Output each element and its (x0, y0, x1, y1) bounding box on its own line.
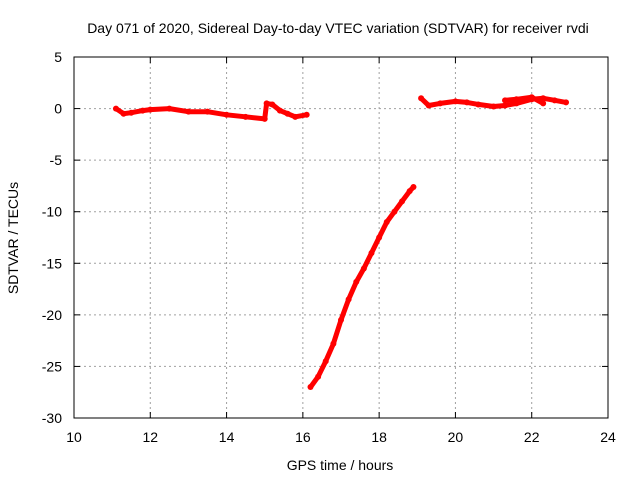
data-point (284, 110, 291, 117)
x-tick-label: 10 (66, 429, 82, 445)
data-point (528, 94, 535, 101)
y-axis-label: SDTVAR / TECUs (5, 182, 21, 294)
x-tick-label: 18 (371, 429, 387, 445)
data-point (452, 98, 459, 105)
data-point (261, 115, 268, 122)
data-point (185, 108, 192, 115)
data-point (269, 101, 276, 108)
data-point (376, 234, 383, 241)
y-tick-label: 0 (54, 101, 62, 117)
data-point (242, 113, 249, 120)
x-tick-label: 20 (448, 429, 464, 445)
x-tick-label: 22 (524, 429, 540, 445)
data-point (338, 317, 344, 324)
series-line-segment-2 (308, 184, 416, 390)
axis-ticks: 10 12 14 16 18 20 22 24 5 0 -5 -10 -15 -20 -25 -30 (42, 49, 616, 445)
data-point (223, 111, 230, 118)
plot-frame (73, 56, 609, 419)
data-point (502, 97, 509, 104)
data-point (490, 103, 497, 110)
y-tick-label: -10 (42, 204, 62, 220)
data-point (463, 99, 470, 106)
data-point (330, 340, 337, 347)
series-line-segment-3b (502, 94, 546, 106)
y-tick-label: -5 (50, 152, 63, 168)
data-point (368, 249, 375, 256)
data-point (276, 107, 283, 114)
data-point (322, 358, 329, 365)
data-point (391, 208, 398, 215)
y-tick-label: -15 (42, 255, 62, 271)
y-tick-label: -25 (42, 358, 62, 374)
data-point (353, 278, 360, 285)
data-point (383, 219, 390, 226)
data-point (292, 113, 299, 120)
data-point (425, 102, 432, 109)
data-point (166, 105, 173, 112)
chart-title: Day 071 of 2020, Sidereal Day-to-day VTE… (87, 20, 589, 36)
data-point (475, 101, 482, 108)
data-point (551, 97, 558, 104)
x-tick-label: 14 (219, 429, 235, 445)
data-point (303, 111, 310, 118)
y-tick-label: -20 (42, 307, 62, 323)
y-tick-label: 5 (54, 49, 62, 65)
data-point (307, 384, 314, 391)
data-point (513, 96, 520, 103)
x-tick-label: 16 (295, 429, 311, 445)
data-point (406, 188, 413, 195)
data-point (128, 109, 135, 116)
data-series (112, 94, 570, 391)
y-tick-label: -30 (42, 410, 62, 426)
data-point (540, 100, 547, 107)
x-tick-label: 12 (142, 429, 158, 445)
data-point (120, 110, 127, 117)
data-point (139, 107, 146, 114)
data-point (563, 99, 570, 106)
data-point (360, 265, 367, 272)
data-point (263, 100, 270, 107)
data-point (112, 105, 119, 112)
data-point (399, 198, 406, 205)
x-tick-label: 24 (600, 429, 616, 445)
data-point (437, 100, 444, 107)
data-point (147, 106, 154, 113)
data-point (204, 108, 211, 115)
x-axis-label: GPS time / hours (287, 457, 394, 473)
data-point (315, 373, 322, 380)
data-point (345, 296, 352, 303)
data-point (410, 183, 417, 190)
data-point (418, 95, 425, 102)
data-point (502, 102, 509, 109)
